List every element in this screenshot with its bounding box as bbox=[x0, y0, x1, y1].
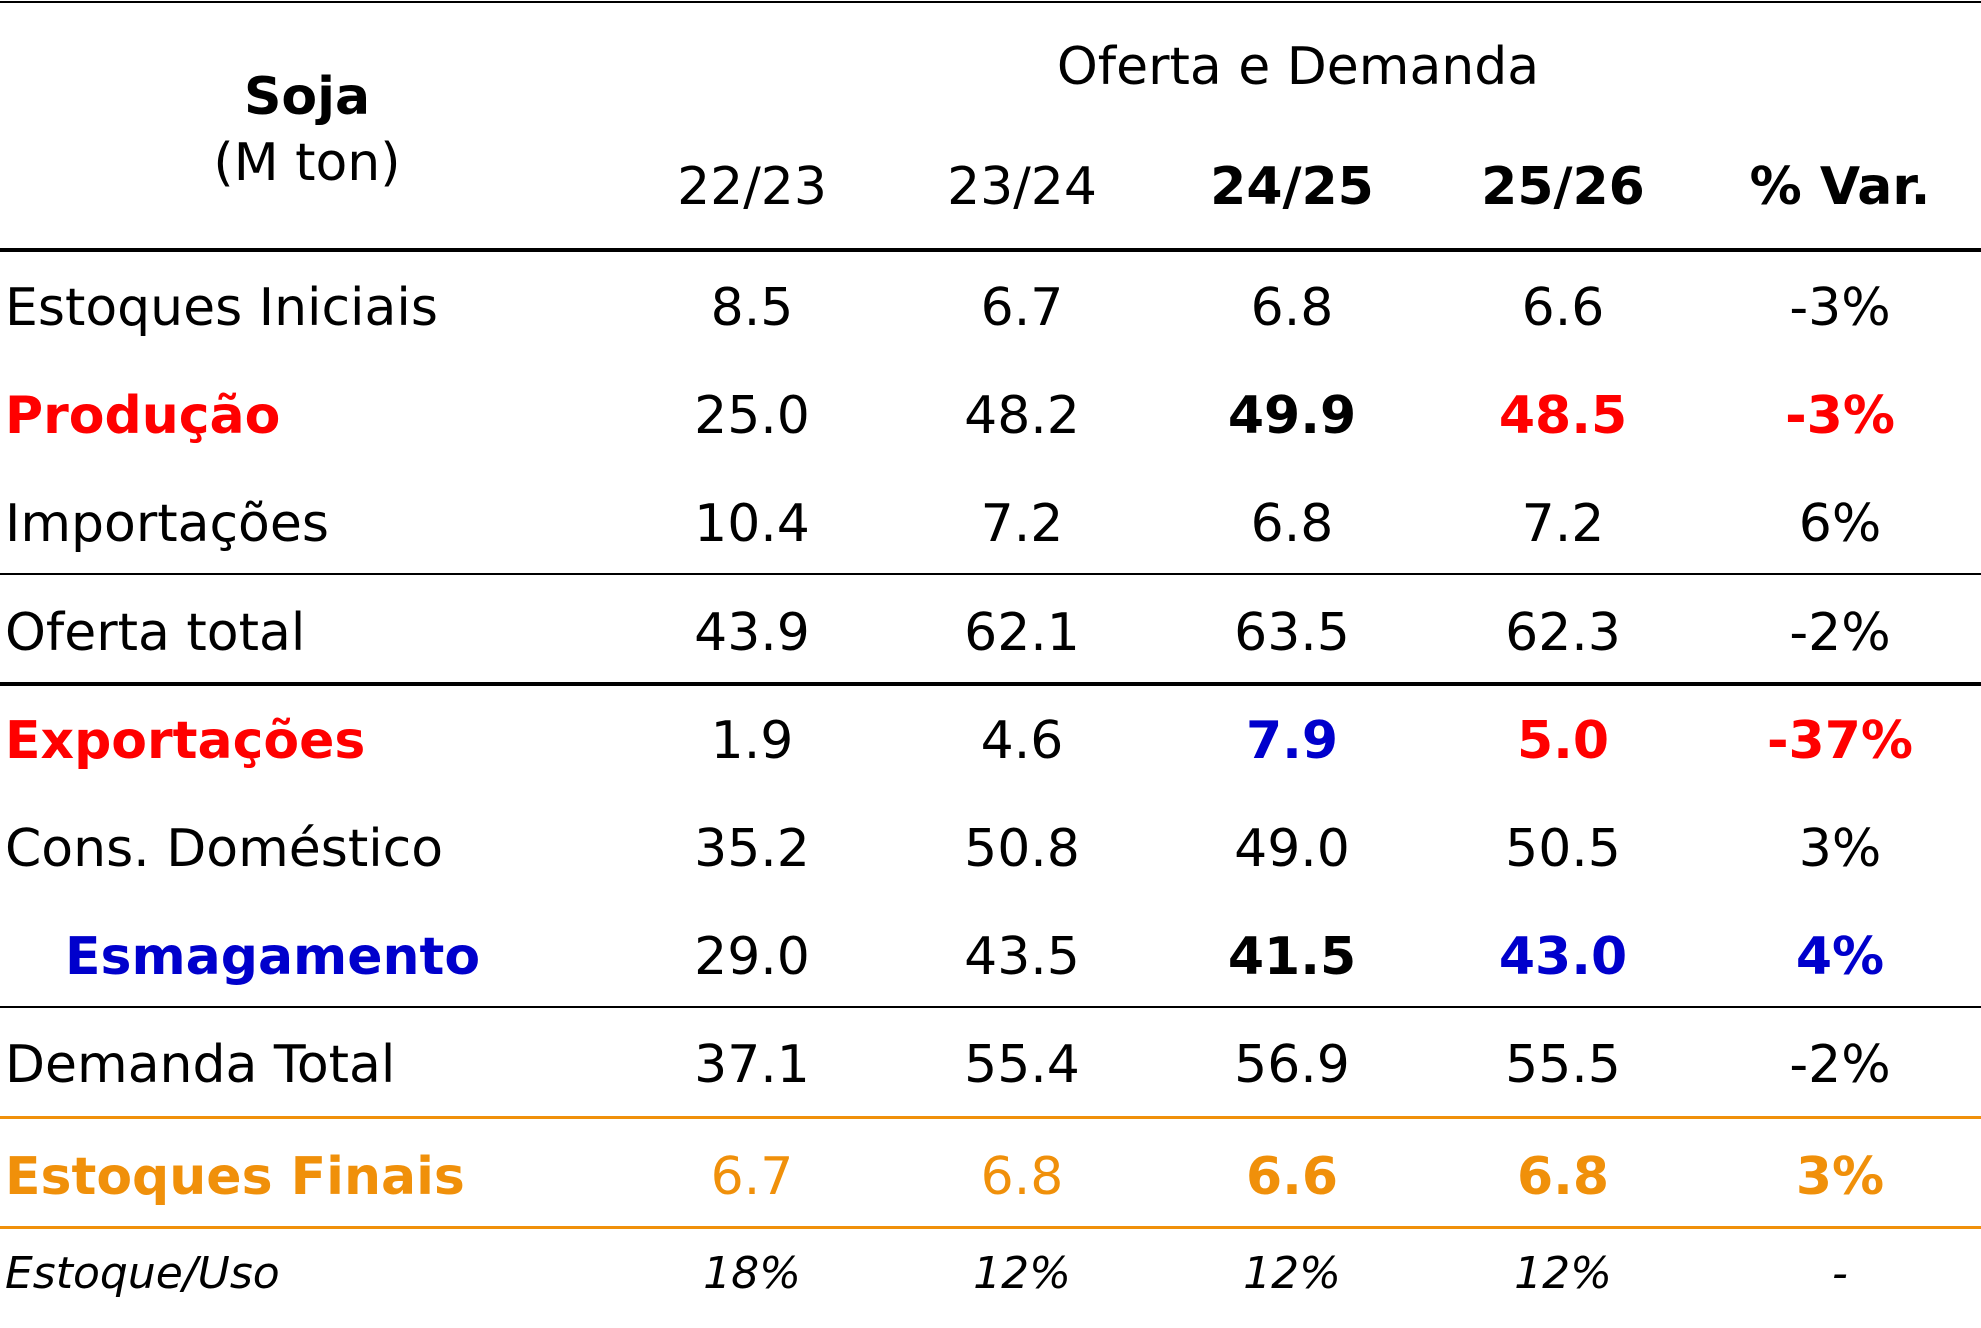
column-header: 22/23 bbox=[677, 157, 827, 218]
table-cell: 43.9 bbox=[694, 603, 810, 664]
table-cell: - bbox=[1832, 1247, 1848, 1299]
table-cell: 8.5 bbox=[710, 278, 794, 339]
table-cell: 48.2 bbox=[964, 386, 1080, 447]
table-cell: 48.5 bbox=[1498, 386, 1628, 447]
table-cell: 3% bbox=[1798, 819, 1882, 880]
group-header: Oferta e Demanda bbox=[1056, 37, 1540, 98]
column-header: % Var. bbox=[1749, 157, 1931, 218]
row-label: Demanda Total bbox=[5, 1035, 396, 1096]
table-cell: 6.6 bbox=[1521, 278, 1605, 339]
table-rule bbox=[0, 1226, 1981, 1229]
table-rule bbox=[0, 248, 1981, 252]
table-cell: 6.8 bbox=[980, 1147, 1064, 1208]
table-cell: 49.9 bbox=[1227, 386, 1357, 447]
row-label: Exportações bbox=[5, 711, 366, 772]
table-cell: 43.5 bbox=[964, 927, 1080, 988]
table-cell: 25.0 bbox=[694, 386, 810, 447]
row-label: Estoque/Uso bbox=[5, 1247, 280, 1299]
table-cell: 6.8 bbox=[1516, 1147, 1610, 1208]
row-label: Produção bbox=[5, 386, 281, 447]
row-label: Oferta total bbox=[5, 603, 306, 664]
table-cell: 12% bbox=[1514, 1247, 1612, 1299]
table-cell: 41.5 bbox=[1227, 927, 1357, 988]
table-cell: 43.0 bbox=[1498, 927, 1628, 988]
table-cell: -2% bbox=[1789, 1035, 1891, 1096]
row-label: Estoques Finais bbox=[5, 1147, 465, 1208]
table-cell: 56.9 bbox=[1234, 1035, 1350, 1096]
table-cell: 6.7 bbox=[980, 278, 1064, 339]
table-cell: 62.1 bbox=[964, 603, 1080, 664]
row-label: Cons. Doméstico bbox=[5, 819, 444, 880]
table-cell: 3% bbox=[1795, 1147, 1885, 1208]
table-rule bbox=[0, 1, 1981, 3]
table-cell: 50.5 bbox=[1505, 819, 1621, 880]
table-cell: 55.5 bbox=[1505, 1035, 1621, 1096]
table-cell: 35.2 bbox=[694, 819, 810, 880]
table-cell: 37.1 bbox=[694, 1035, 810, 1096]
table-cell: 10.4 bbox=[694, 494, 810, 555]
table-cell: 49.0 bbox=[1234, 819, 1350, 880]
table-cell: 6.8 bbox=[1250, 278, 1334, 339]
table-rule bbox=[0, 682, 1981, 686]
table-cell: -3% bbox=[1789, 278, 1891, 339]
table-rule bbox=[0, 1006, 1981, 1008]
unit-label: (M ton) bbox=[213, 133, 401, 194]
column-header: 24/25 bbox=[1210, 157, 1374, 218]
table-title: Soja bbox=[243, 67, 371, 128]
table-cell: 12% bbox=[1243, 1247, 1341, 1299]
table-cell: 6% bbox=[1798, 494, 1882, 555]
table-cell: 4% bbox=[1795, 927, 1885, 988]
table-cell: 7.2 bbox=[1521, 494, 1605, 555]
table-cell: 62.3 bbox=[1505, 603, 1621, 664]
table-cell: 63.5 bbox=[1234, 603, 1350, 664]
table-cell: 5.0 bbox=[1516, 711, 1610, 772]
table-cell: 4.6 bbox=[980, 711, 1064, 772]
row-label: Importações bbox=[5, 494, 329, 555]
table-cell: 55.4 bbox=[964, 1035, 1080, 1096]
table-cell: 6.7 bbox=[710, 1147, 794, 1208]
table-cell: 1.9 bbox=[710, 711, 794, 772]
table-rule bbox=[0, 573, 1981, 575]
table-cell: -2% bbox=[1789, 603, 1891, 664]
table-cell: 7.2 bbox=[980, 494, 1064, 555]
table-rule bbox=[0, 1116, 1981, 1119]
row-label: Esmagamento bbox=[65, 927, 481, 988]
table-cell: 7.9 bbox=[1245, 711, 1339, 772]
table-cell: 6.6 bbox=[1245, 1147, 1339, 1208]
table-cell: 18% bbox=[703, 1247, 801, 1299]
row-label: Estoques Iniciais bbox=[5, 278, 438, 339]
column-header: 25/26 bbox=[1481, 157, 1645, 218]
column-header: 23/24 bbox=[947, 157, 1097, 218]
table-cell: 29.0 bbox=[694, 927, 810, 988]
table-cell: 6.8 bbox=[1250, 494, 1334, 555]
table-cell: 50.8 bbox=[964, 819, 1080, 880]
table-cell: 12% bbox=[973, 1247, 1071, 1299]
table-cell: -37% bbox=[1766, 711, 1914, 772]
table-cell: -3% bbox=[1785, 386, 1895, 447]
